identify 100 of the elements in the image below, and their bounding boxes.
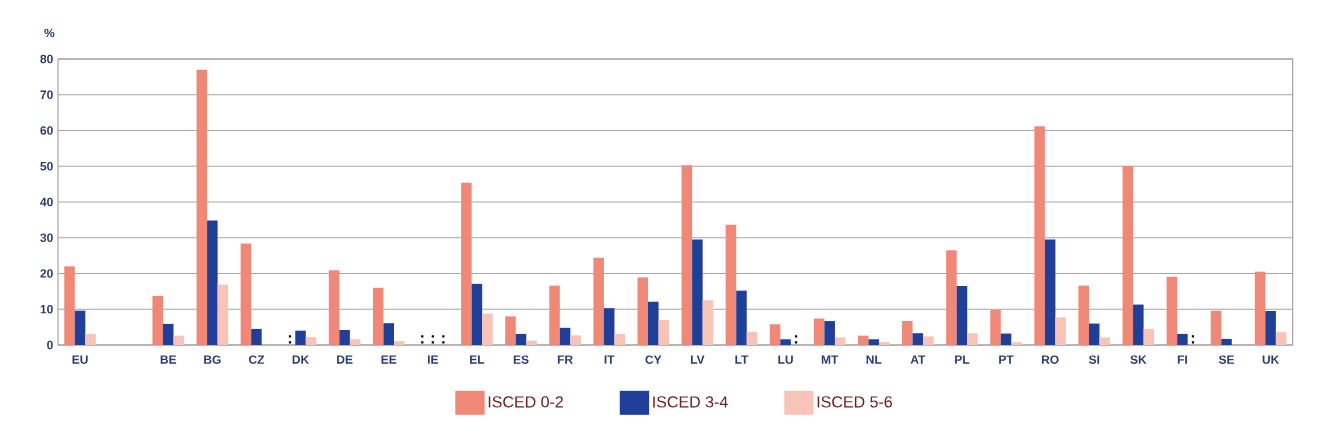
- x-tick-label: PL: [955, 355, 970, 364]
- legend-label: ISCED 0-2: [488, 396, 563, 408]
- bar: [1254, 271, 1266, 345]
- x-tick-label: LU: [778, 355, 793, 364]
- x-tick-label: CZ: [248, 355, 265, 364]
- bar: [1044, 239, 1056, 345]
- bar: [902, 321, 913, 345]
- bar: [946, 250, 957, 345]
- bar: [681, 165, 693, 345]
- bar: [879, 342, 890, 345]
- bar: [393, 341, 405, 345]
- x-tick-label: ES: [513, 355, 529, 364]
- y-tick-label: 50: [40, 161, 53, 171]
- bar: [648, 301, 659, 345]
- bar: [1099, 337, 1111, 345]
- bar: [162, 323, 174, 345]
- y-tick-label: 20: [40, 269, 53, 278]
- x-tick-label: BE: [160, 355, 177, 364]
- y-axis-title: %: [44, 28, 55, 38]
- x-tick-label: UK: [1262, 355, 1280, 364]
- bar: [152, 296, 163, 345]
- x-tick-label: SI: [1088, 355, 1100, 364]
- x-tick-label: IT: [604, 355, 615, 364]
- legend-label: ISCED 3-4: [653, 396, 728, 408]
- bar: [813, 318, 825, 345]
- bar: [1055, 317, 1066, 345]
- bar: [1221, 338, 1232, 345]
- y-tick-label: 10: [40, 304, 53, 314]
- bar: [702, 300, 714, 345]
- bar: [725, 224, 737, 345]
- annotation: :: [442, 335, 445, 344]
- bar: [658, 319, 670, 345]
- bar: [64, 266, 75, 345]
- bar: [570, 335, 581, 345]
- bar: [1143, 328, 1155, 345]
- x-tick-label: DK: [292, 355, 310, 364]
- bar: [857, 335, 869, 345]
- bar: [1034, 126, 1045, 345]
- bar: [1166, 276, 1178, 345]
- x-tick-label: EU: [72, 355, 88, 364]
- bar: [1275, 332, 1287, 345]
- bar: [746, 331, 758, 345]
- x-tick-label: FR: [557, 355, 573, 364]
- x-tick-label: DE: [337, 355, 353, 364]
- bar: [614, 333, 625, 345]
- bar: [868, 339, 880, 345]
- bar: [912, 333, 924, 345]
- bar: [603, 308, 615, 345]
- x-tick-label: LT: [735, 355, 749, 364]
- bar: [967, 333, 978, 345]
- x-tick-label: AT: [910, 355, 926, 364]
- x-tick-label: PT: [999, 355, 1014, 364]
- annotation: :: [1191, 335, 1195, 344]
- bar: [173, 335, 185, 345]
- y-tick-label: 70: [40, 90, 53, 100]
- x-tick-label: CY: [645, 355, 662, 364]
- x-tick-label: EE: [381, 355, 397, 364]
- bar: [549, 285, 560, 345]
- x-tick-label: RO: [1041, 355, 1059, 364]
- bar: [305, 337, 317, 345]
- bar: [217, 284, 229, 345]
- bar: [74, 310, 86, 345]
- bar: [1000, 333, 1012, 345]
- bar: [1265, 311, 1276, 345]
- bar: [505, 316, 516, 345]
- bar: [1133, 304, 1144, 345]
- annotation: :: [431, 335, 434, 344]
- bar: [515, 333, 527, 345]
- bar: [736, 290, 747, 345]
- x-tick-label: EL: [470, 355, 485, 364]
- bar: [692, 239, 703, 345]
- bar: [196, 69, 208, 345]
- bar: [1210, 310, 1222, 345]
- bar: [383, 323, 394, 345]
- bar: [295, 330, 306, 345]
- bar: [593, 257, 604, 345]
- y-tick-label: 60: [40, 126, 53, 135]
- y-tick-label: 40: [40, 197, 53, 207]
- y-tick-label: 30: [40, 233, 53, 242]
- bar: [990, 309, 1001, 345]
- bar: [834, 337, 846, 345]
- bar: [526, 340, 537, 345]
- bar: [349, 339, 361, 345]
- annotation: :: [421, 335, 424, 344]
- x-tick-label: IE: [427, 355, 439, 364]
- bar: [372, 287, 384, 345]
- bar: [769, 324, 781, 345]
- bar: [780, 339, 791, 345]
- x-tick-label: MT: [821, 355, 839, 364]
- bar: [1078, 285, 1089, 345]
- annotation: :: [288, 335, 292, 344]
- y-tick-label: 0: [47, 340, 53, 350]
- bar: [923, 336, 934, 345]
- bar: [559, 327, 571, 345]
- bar: [328, 270, 340, 345]
- bar: [637, 277, 649, 345]
- bar: [956, 286, 968, 345]
- bar: [1122, 165, 1134, 345]
- x-tick-label: BG: [204, 355, 221, 364]
- x-tick-label: FI: [1177, 355, 1187, 364]
